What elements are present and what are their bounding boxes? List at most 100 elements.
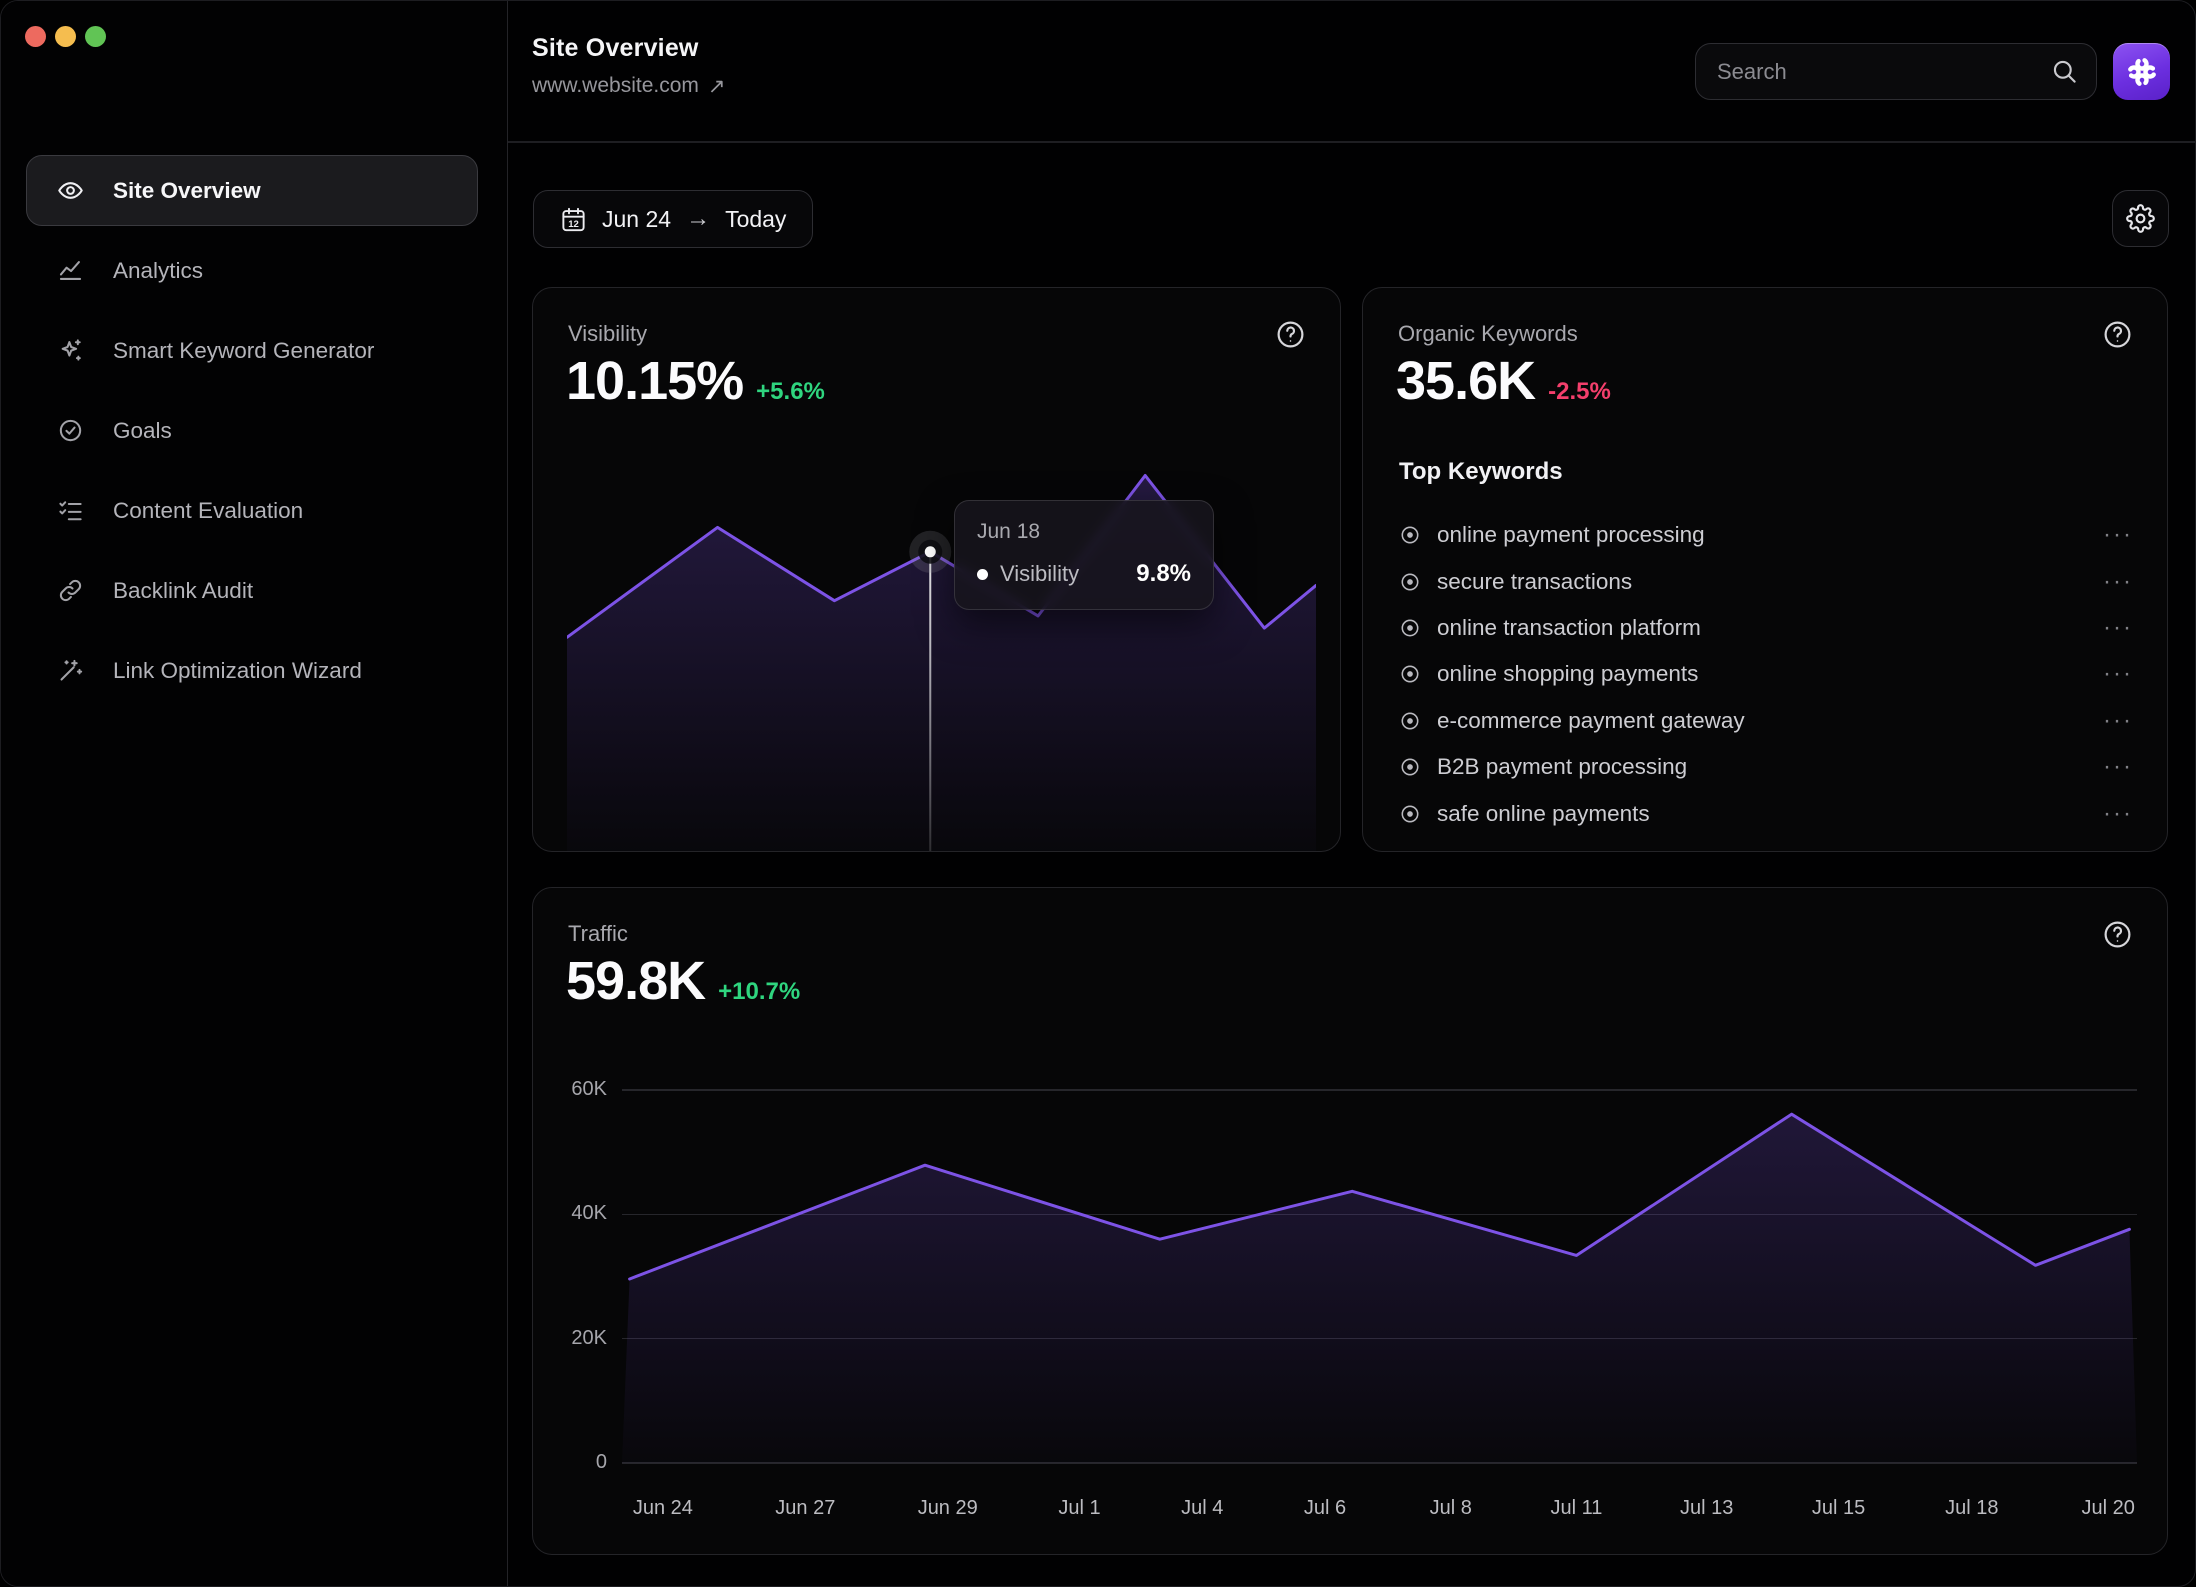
sidebar-item-analytics[interactable]: Analytics — [26, 235, 478, 306]
main-content: Site Overview www.website.com ↗ — [508, 1, 2195, 1586]
organic-keywords-delta: -2.5% — [1548, 378, 1611, 405]
search-icon — [2051, 58, 2078, 85]
x-tick-label: Jul 18 — [1945, 1497, 1999, 1519]
keyword-menu-button[interactable]: ··· — [2099, 708, 2137, 733]
wand-icon — [57, 657, 84, 684]
sidebar-item-content-evaluation[interactable]: Content Evaluation — [26, 475, 478, 546]
sidebar-item-label: Site Overview — [113, 177, 261, 203]
settings-button[interactable] — [2112, 190, 2169, 247]
visibility-card-title: Visibility — [568, 321, 648, 346]
header: Site Overview www.website.com ↗ — [532, 34, 726, 99]
keyword-row: online transaction platform ··· — [1399, 605, 2137, 651]
traffic-value: 59.8K — [566, 951, 706, 1011]
keyword-menu-button[interactable]: ··· — [2099, 615, 2137, 640]
keyword-menu-button[interactable]: ··· — [2099, 801, 2137, 826]
organic-keywords-card: Organic Keywords 35.6K -2.5% Top Keyword… — [1362, 287, 2168, 852]
search-input[interactable] — [1717, 58, 2051, 85]
keyword-label: secure transactions — [1437, 568, 1633, 594]
traffic-card: Traffic 59.8K +10.7% 60K 40K 20K 0 Jun 24 Jun… — [532, 887, 2168, 1555]
svg-text:12: 12 — [568, 219, 579, 230]
hover-marker — [909, 530, 952, 851]
date-range-end: Today — [725, 205, 787, 232]
y-tick-label: 0 — [595, 1451, 607, 1473]
search-box[interactable] — [1695, 43, 2097, 100]
sidebar-item-label: Smart Keyword Generator — [113, 337, 375, 363]
checklist-icon — [57, 497, 84, 524]
traffic-line — [628, 1112, 2131, 1281]
traffic-chart[interactable] — [622, 1090, 2137, 1463]
visibility-card: Visibility 10.15% +5.6% — [532, 287, 1341, 852]
window-controls — [25, 26, 106, 47]
minimize-window-button[interactable] — [55, 26, 76, 47]
page-title: Site Overview — [532, 34, 699, 62]
keyword-menu-button[interactable]: ··· — [2099, 569, 2137, 594]
keyword-label: safe online payments — [1437, 800, 1650, 826]
keyword-row: online payment processing ··· — [1399, 512, 2137, 558]
x-tick-label: Jul 11 — [1550, 1497, 1603, 1519]
x-tick-label: Jun 27 — [775, 1497, 836, 1519]
help-icon[interactable] — [2102, 919, 2133, 950]
radio-dot-icon — [1399, 617, 1421, 639]
x-tick-label: Jul 15 — [1811, 1497, 1866, 1519]
link-icon — [57, 577, 84, 604]
keyword-label: online shopping payments — [1437, 661, 1699, 687]
sidebar-nav: Site Overview Analytics Smart Keyword Gene… — [26, 155, 478, 715]
tooltip-date: Jun 18 — [977, 520, 1041, 543]
sidebar-item-smart-keyword-generator[interactable]: Smart Keyword Generator — [26, 315, 478, 386]
site-url-link[interactable]: www.website.com ↗ — [532, 74, 726, 99]
sidebar-item-label: Backlink Audit — [113, 577, 254, 603]
app-logo[interactable] — [2113, 43, 2170, 100]
traffic-card-title: Traffic — [568, 921, 628, 946]
sidebar-item-site-overview[interactable]: Site Overview — [26, 155, 478, 226]
top-keywords-heading: Top Keywords — [1399, 458, 1563, 485]
keyword-menu-button[interactable]: ··· — [2099, 662, 2137, 686]
target-icon — [57, 417, 84, 444]
y-tick-label: 60K — [571, 1078, 607, 1100]
organic-keywords-value: 35.6K — [1396, 351, 1536, 411]
sparkles-icon — [57, 337, 84, 364]
sidebar-item-link-optimization-wizard[interactable]: Link Optimization Wizard — [26, 635, 478, 706]
visibility-delta: +5.6% — [756, 378, 825, 405]
gear-icon — [2126, 204, 2155, 233]
pinwheel-icon — [2126, 56, 2157, 87]
y-tick-label: 40K — [571, 1202, 607, 1225]
eye-icon — [57, 177, 84, 204]
keyword-row: safe online payments ··· — [1399, 790, 2137, 836]
radio-dot-icon — [1399, 803, 1421, 825]
date-range-picker[interactable]: 12 Jun 24 → Today — [533, 190, 814, 248]
x-tick-label: Jun 29 — [917, 1497, 978, 1519]
visibility-value: 10.15% — [566, 351, 744, 411]
traffic-area-fill — [622, 1114, 2137, 1463]
traffic-delta: +10.7% — [718, 978, 801, 1005]
radio-dot-icon — [1399, 710, 1421, 732]
tooltip-series-value: 9.8% — [1136, 560, 1191, 587]
keyword-label: B2B payment processing — [1437, 754, 1688, 780]
x-tick-label: Jul 4 — [1181, 1497, 1224, 1519]
help-icon[interactable] — [2102, 319, 2133, 350]
x-tick-label: Jul 6 — [1303, 1497, 1347, 1519]
keyword-menu-button[interactable]: ··· — [2099, 755, 2137, 779]
x-tick-label: Jul 8 — [1429, 1497, 1472, 1519]
date-range-start: Jun 24 — [602, 205, 672, 232]
radio-dot-icon — [1399, 663, 1421, 685]
keyword-menu-button[interactable]: ··· — [2099, 523, 2137, 547]
keyword-row: B2B payment processing ··· — [1399, 744, 2137, 790]
chart-tooltip: Jun 18 Visibility 9.8% — [954, 500, 1214, 610]
help-icon[interactable] — [1275, 319, 1306, 350]
radio-dot-icon — [1399, 524, 1421, 546]
sidebar-item-goals[interactable]: Goals — [26, 395, 478, 466]
tooltip-series-label: Visibility — [1000, 561, 1080, 586]
zoom-window-button[interactable] — [85, 26, 106, 47]
x-tick-label: Jul 13 — [1680, 1497, 1734, 1519]
sidebar-item-label: Goals — [113, 417, 172, 443]
line-chart-icon — [57, 257, 84, 284]
header-divider — [508, 141, 2195, 143]
sidebar-item-backlink-audit[interactable]: Backlink Audit — [26, 555, 478, 626]
x-tick-label: Jul 1 — [1058, 1497, 1101, 1519]
arrow-right-icon: → — [686, 205, 711, 232]
keyword-label: online transaction platform — [1437, 614, 1701, 640]
x-tick-label: Jul 20 — [2081, 1497, 2135, 1519]
keyword-row: e-commerce payment gateway ··· — [1399, 698, 2137, 744]
close-window-button[interactable] — [25, 26, 46, 47]
